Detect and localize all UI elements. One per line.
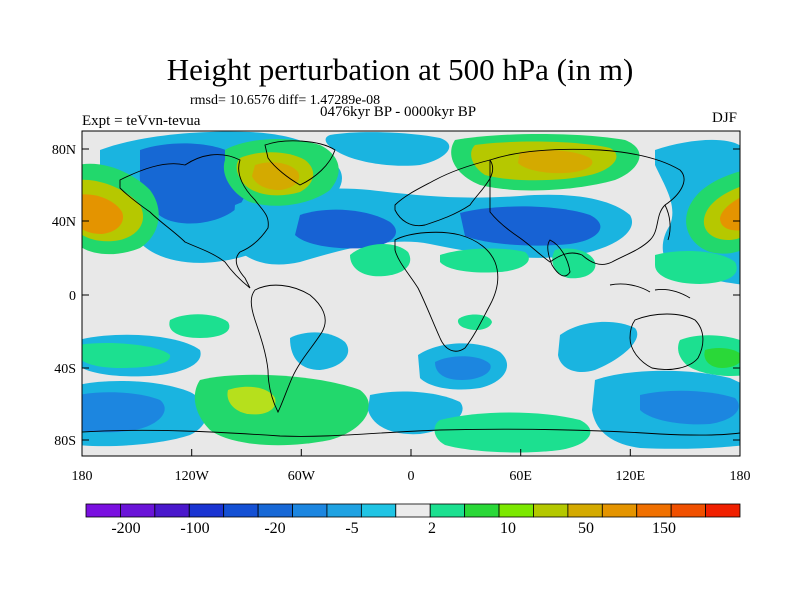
colorbar-swatch [670,503,706,518]
west-pacific-positive-orange [720,197,740,231]
colorbar-swatch [601,503,638,518]
colorbar-swatch [395,503,431,518]
south-pacific-green [82,343,171,368]
lon-tick-label: 120E [616,469,646,484]
colorbar-swatch [498,503,534,518]
lon-tick-label: 60W [288,469,316,484]
india-coast [547,239,571,277]
plot-title: Height perturbation at 500 hPa (in m) [166,52,634,87]
atlantic-blue-core [295,209,396,249]
lon-tick-label: 180 [72,469,93,484]
southern-ocean-green-mid [194,374,369,446]
colorbar-swatch [567,503,603,518]
colorbar-swatch [705,503,741,518]
colorbar-label: -200 [111,520,140,537]
colorbar-swatch [188,503,225,518]
colorbar-swatch [326,503,362,518]
colorbar-label: 2 [428,520,436,537]
indonesia-coast [609,283,691,299]
colorbar-swatch [636,503,672,518]
africa-coast [394,231,499,352]
africa-green [440,248,529,273]
southern-ocean-blue-east [640,390,739,425]
lon-tick-label: 120W [175,469,210,484]
colorbar-swatch [429,503,466,518]
southern-ocean-green-east [434,412,591,453]
colorbar-label: 150 [652,520,676,537]
pacific-green-tropics [655,250,737,284]
lat-tick-label: 80S [54,434,76,449]
australia-east-core [704,347,740,368]
australia-coast [629,313,704,370]
colorbar-swatch [120,503,156,518]
colorbar-swatch [533,503,569,518]
lon-tick-marks [191,449,631,456]
asia-coast [489,148,685,265]
europe-coast [394,159,493,227]
experiment-label: Expt = teVvn-tevua [82,113,201,129]
southern-ocean-blue-west [82,392,165,433]
antarctica-coast [82,428,740,437]
colorbar-swatch [154,503,190,518]
stats-label: rmsd= 10.6576 diff= 1.47289e-08 [190,93,381,108]
asia-blue-core [460,206,601,246]
lat-tick-marks [82,148,740,441]
south-pacific-green-small [169,314,230,338]
indian-ocean-cyan [558,321,638,373]
south-atlantic-blue [435,356,491,380]
colorbar-label: -5 [345,520,358,537]
greenland-positive-orange [252,162,300,190]
indian-green [552,248,596,279]
colorbar-swatch [292,503,328,518]
colorbar-swatch [223,503,259,518]
colorbar [85,503,741,518]
colorbar-swatch [85,503,121,518]
lat-tick-label: 0 [69,289,76,304]
lat-tick-label: 80N [52,143,76,158]
aleutian-positive-orange [82,194,123,234]
japan-coast [664,204,671,241]
siberia-positive-orange [518,150,593,174]
lon-tick-label: 60E [509,469,532,484]
lat-tick-label: 40N [52,215,76,230]
colorbar-swatch [360,503,397,518]
map-area [82,131,740,456]
anomaly-field [82,131,740,453]
colorbar-label: 50 [578,520,594,537]
arctic-cyan [325,132,450,166]
lat-tick-label: 40S [54,362,76,377]
south-america-coast [250,284,326,414]
colorbar-label: -100 [180,520,209,537]
lon-tick-label: 180 [730,469,751,484]
colorbar-labels: -200 -100 -20 -5 2 10 50 150 [111,520,676,537]
greenland-coast [264,140,336,186]
colorbar-label: -20 [264,520,285,537]
season-label: DJF [712,110,738,126]
east-pacific-green-small [457,314,492,330]
south-america-cyan [290,332,349,370]
lon-tick-labels: 180 120W 60W 0 60E 120E 180 [72,469,751,484]
southern-ocean-yellow-mid [227,386,276,415]
north-america-coast [119,154,269,289]
pacific-na-blue-core [139,143,249,224]
colorbar-swatch [464,503,500,518]
colorbar-swatch [257,503,293,518]
period-label: 0476kyr BP - 0000kyr BP [320,104,477,120]
lat-tick-labels: 80N 40N 0 40S 80S [52,143,76,449]
lon-tick-label: 0 [408,469,415,484]
colorbar-label: 10 [500,520,516,537]
coastlines [82,140,740,437]
